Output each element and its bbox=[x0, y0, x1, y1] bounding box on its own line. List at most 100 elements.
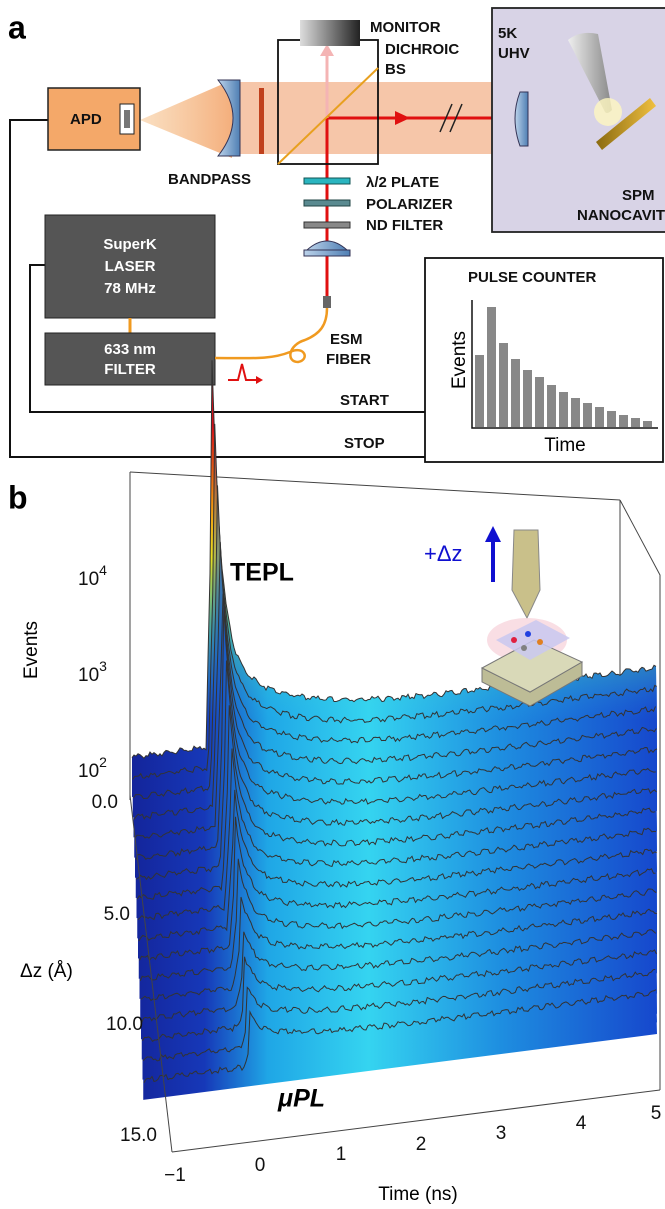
surface-trace bbox=[137, 748, 657, 921]
histogram-bar bbox=[535, 377, 544, 427]
inset-shape bbox=[511, 529, 541, 620]
label: FIBER bbox=[326, 351, 371, 368]
tick-label: 104 bbox=[78, 562, 107, 590]
label: NANOCAVITY bbox=[577, 207, 665, 224]
histogram-bar bbox=[475, 355, 484, 427]
wire bbox=[29, 264, 425, 413]
surface bbox=[131, 360, 658, 1100]
fiber bbox=[214, 307, 329, 364]
sample bbox=[596, 98, 656, 150]
histogram-bar bbox=[583, 403, 592, 427]
inset-shape: 10 bbox=[78, 569, 99, 590]
waveplate bbox=[303, 177, 351, 185]
panel-label: b bbox=[8, 479, 28, 515]
inset-shape bbox=[537, 639, 543, 645]
surface-trace bbox=[139, 816, 656, 962]
label: STOP bbox=[344, 435, 385, 452]
histogram-bar bbox=[487, 307, 496, 427]
histogram-bar bbox=[499, 343, 508, 427]
tick-label: 0 bbox=[255, 1155, 266, 1176]
axis-label: Time (ns) bbox=[378, 1184, 458, 1205]
histogram-bar bbox=[631, 418, 640, 427]
lens bbox=[303, 249, 351, 257]
axis bbox=[471, 300, 658, 429]
surface-trace bbox=[142, 949, 657, 1043]
lens bbox=[514, 91, 529, 147]
arrow bbox=[320, 44, 334, 56]
surface-trace bbox=[139, 858, 657, 981]
surface-trace bbox=[136, 660, 657, 881]
label: POLARIZER bbox=[366, 196, 453, 213]
axis bbox=[129, 794, 173, 1153]
surface-trace bbox=[134, 593, 658, 839]
label: FILTER bbox=[104, 361, 156, 378]
surface-trace bbox=[140, 896, 658, 1002]
label: Time bbox=[544, 435, 586, 456]
histogram-bar bbox=[643, 421, 652, 427]
frame bbox=[129, 471, 621, 501]
tick-label: 5.0 bbox=[104, 904, 130, 925]
tick-label: 1 bbox=[336, 1144, 347, 1165]
arrow bbox=[256, 376, 263, 384]
tick-label: 10.0 bbox=[106, 1014, 143, 1035]
inset-shape bbox=[521, 645, 527, 651]
bandpass bbox=[259, 88, 264, 154]
inset-shape bbox=[496, 620, 570, 660]
inset-shape: 10 bbox=[78, 665, 99, 686]
nd-filter bbox=[303, 221, 351, 229]
fiber-coupler bbox=[323, 296, 331, 308]
axis-label: Δz (Å) bbox=[20, 961, 73, 982]
filter-box bbox=[44, 332, 216, 386]
inset-shape: 3 bbox=[99, 658, 107, 674]
histogram bbox=[475, 307, 652, 427]
surface-trace bbox=[133, 541, 657, 820]
panel-a: a APD BANDPASS DICHROIC BS MONITOR λ/2 P… bbox=[8, 7, 665, 463]
inset-shape bbox=[525, 631, 531, 637]
surface-trace bbox=[135, 607, 656, 861]
panel-b: b 104 103 102 Events 0.0 5.0 10.0 15.0 Δ… bbox=[8, 360, 661, 1205]
tick-label: 102 bbox=[78, 754, 107, 782]
break bbox=[449, 103, 463, 133]
tip bbox=[568, 32, 612, 113]
arrow bbox=[395, 111, 410, 125]
inset-shape bbox=[485, 526, 501, 542]
histogram-bar bbox=[511, 359, 520, 427]
laser-box bbox=[44, 214, 216, 319]
histogram-bar bbox=[619, 415, 628, 427]
inset-shape: 2 bbox=[99, 754, 107, 770]
histogram-bar bbox=[571, 398, 580, 427]
tick-label: 5 bbox=[651, 1103, 662, 1124]
histogram-bar bbox=[559, 392, 568, 427]
axis-label: Events bbox=[21, 621, 42, 679]
label: UHV bbox=[498, 45, 530, 62]
tick-label: −1 bbox=[164, 1165, 186, 1186]
label: LASER bbox=[105, 258, 156, 275]
axis bbox=[171, 1089, 661, 1153]
tick-label: 15.0 bbox=[120, 1125, 157, 1146]
tick-label: 2 bbox=[416, 1134, 427, 1155]
histogram-bar bbox=[523, 370, 532, 427]
surface-heat bbox=[132, 423, 657, 818]
label: ESM bbox=[330, 331, 363, 348]
tick-label: 0.0 bbox=[92, 792, 118, 813]
tick-label: 103 bbox=[78, 658, 107, 686]
label: BS bbox=[385, 61, 406, 78]
surface-trace bbox=[141, 929, 657, 1023]
frame bbox=[619, 499, 661, 1090]
detector bbox=[124, 110, 130, 128]
label: APD bbox=[70, 111, 102, 128]
wire bbox=[9, 119, 425, 458]
glow bbox=[594, 98, 622, 126]
label: SuperK bbox=[103, 236, 157, 253]
label: SPM bbox=[622, 187, 655, 204]
surface-fill bbox=[144, 989, 657, 1088]
lens bbox=[305, 240, 349, 251]
events-tick: 104 103 102 bbox=[78, 562, 107, 782]
histogram-bar bbox=[595, 407, 604, 427]
beam bbox=[140, 80, 232, 158]
label: λ/2 PLATE bbox=[366, 174, 439, 191]
label: 5K bbox=[498, 25, 517, 42]
surface-trace bbox=[142, 968, 656, 1062]
beamsplitter bbox=[277, 67, 379, 165]
